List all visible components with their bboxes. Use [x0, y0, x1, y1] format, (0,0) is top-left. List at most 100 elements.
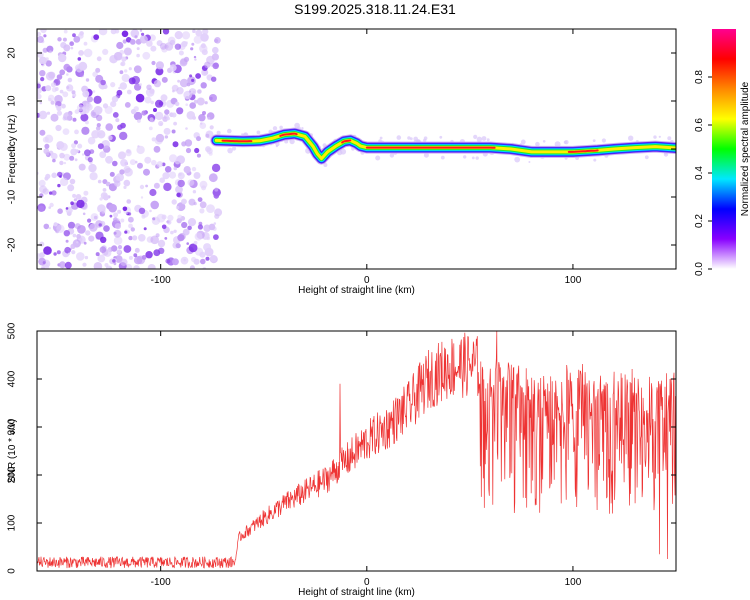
noise-speck	[87, 136, 96, 145]
noise-speck	[109, 214, 113, 218]
noise-speck	[58, 261, 66, 269]
noise-speck	[97, 179, 102, 184]
noise-speck	[76, 241, 79, 244]
noise-speck	[148, 126, 153, 131]
noise-speck	[205, 133, 210, 138]
noise-speck	[187, 179, 195, 187]
noise-speck	[67, 252, 71, 255]
noise-speck	[144, 156, 152, 164]
noise-speck	[161, 76, 168, 83]
noise-speck	[139, 184, 145, 190]
noise-speck	[93, 262, 103, 269]
noise-speck	[177, 179, 185, 188]
noise-speck	[212, 62, 219, 70]
noise-speck	[56, 110, 63, 116]
spectrogram-xtick-label: 100	[565, 275, 582, 286]
noise-speck	[174, 30, 183, 40]
noise-speck	[87, 157, 93, 163]
noise-speck	[73, 36, 81, 43]
noise-speck	[155, 67, 164, 76]
noise-speck	[171, 84, 179, 92]
noise-speck	[58, 53, 67, 63]
noise-speck	[57, 37, 62, 42]
noise-speck	[123, 179, 131, 187]
noise-speck	[51, 152, 58, 160]
noise-speck	[59, 177, 69, 187]
noise-speck	[130, 227, 135, 232]
noise-speck	[126, 199, 131, 204]
halo-speck	[653, 135, 657, 139]
noise-speck	[196, 153, 201, 158]
halo-speck	[301, 127, 304, 130]
noise-speck	[70, 201, 74, 205]
noise-speck	[124, 102, 131, 108]
halo-speck	[379, 136, 383, 140]
noise-speck	[49, 202, 54, 208]
noise-speck	[214, 213, 220, 219]
noise-speck	[104, 106, 113, 114]
noise-speck	[105, 123, 113, 131]
noise-speck	[120, 218, 125, 223]
noise-speck	[93, 95, 102, 104]
noise-speck	[128, 67, 132, 71]
noise-speck	[184, 139, 193, 147]
noise-speck	[123, 185, 127, 189]
noise-speck	[84, 149, 91, 157]
noise-speck	[66, 73, 69, 76]
noise-speck	[117, 245, 123, 250]
noise-speck	[130, 29, 140, 38]
noise-speck	[83, 190, 89, 196]
noise-speck	[113, 217, 118, 223]
noise-speck	[181, 31, 191, 40]
halo-speck	[563, 140, 567, 144]
noise-speck	[123, 47, 132, 56]
noise-speck	[193, 35, 202, 44]
noise-speck	[62, 91, 69, 98]
snr-ytick-label: 300	[7, 418, 18, 435]
noise-speck	[40, 29, 47, 34]
noise-speck	[108, 203, 117, 213]
noise-speck	[133, 65, 142, 74]
spectrogram-x-label: Height of straight line (km)	[298, 285, 415, 296]
noise-speck	[37, 93, 42, 100]
noise-speck	[214, 37, 221, 44]
noise-speck	[133, 111, 143, 121]
noise-speck	[145, 251, 153, 259]
noise-speck	[158, 101, 164, 106]
noise-speck	[74, 158, 78, 162]
ridge-red-core	[221, 139, 253, 143]
noise-speck	[63, 161, 67, 165]
noise-speck	[45, 173, 51, 179]
noise-speck	[189, 102, 196, 109]
noise-speck	[59, 152, 65, 159]
noise-speck	[87, 218, 92, 223]
noise-speck	[207, 116, 211, 120]
noise-speck	[172, 141, 179, 148]
noise-speck	[64, 261, 72, 269]
noise-speck	[136, 145, 145, 155]
noise-speck	[72, 33, 76, 38]
noise-speck	[72, 117, 77, 122]
noise-speck	[133, 106, 139, 112]
noise-speck	[113, 51, 123, 61]
noise-speck	[175, 243, 181, 249]
noise-speck	[167, 214, 174, 221]
noise-speck	[150, 45, 157, 52]
noise-speck	[48, 206, 51, 209]
noise-speck	[194, 147, 200, 154]
halo-speck	[423, 136, 428, 140]
ridge-red-core	[341, 139, 352, 144]
noise-speck	[137, 162, 143, 169]
noise-speck	[211, 76, 217, 82]
noise-speck	[181, 198, 187, 205]
noise-speck	[95, 67, 101, 73]
noise-speck	[43, 246, 52, 255]
noise-speck	[162, 116, 168, 122]
noise-speck	[114, 180, 121, 187]
noise-speck	[119, 70, 124, 75]
noise-speck	[128, 235, 133, 241]
noise-speck	[169, 154, 178, 163]
noise-speck	[169, 64, 177, 72]
noise-speck	[149, 188, 157, 197]
